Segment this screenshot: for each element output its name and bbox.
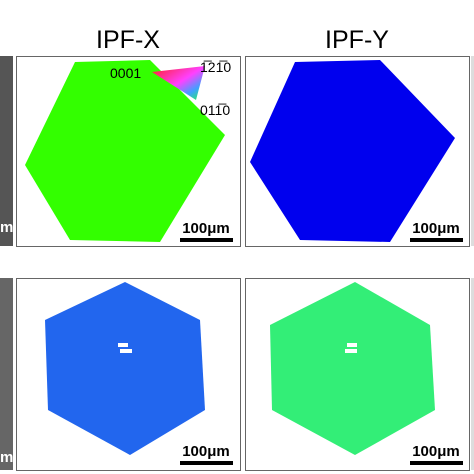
hole [118,343,128,347]
legend-label: 1̅21̅0 [200,59,231,75]
column-header: IPF-Y [325,26,389,54]
cropped-label: m [0,449,13,466]
cropped-panel [0,56,13,246]
cropped-panel [471,56,474,246]
hole [120,349,132,353]
column-header: IPF-X [96,26,160,54]
legend-label: 0001 [110,65,141,81]
scale-label: 100μm [182,443,230,460]
scale-bar [180,238,233,242]
grain [25,60,225,242]
scale-bar [410,461,463,465]
scale-label: 100μm [412,220,460,237]
cropped-panel [471,278,474,470]
scale-label: 100μm [182,220,230,237]
scale-label: 100μm [412,443,460,460]
grain [250,60,455,242]
grain [45,282,205,455]
hole [345,349,357,353]
ipf-legend [152,66,205,100]
scale-bar [180,461,233,465]
cropped-panel [0,278,13,470]
legend-label: 011̅0 [200,102,230,118]
hole [347,343,357,347]
scale-bar [410,238,463,242]
cropped-label: m [0,219,13,236]
grain [270,282,435,455]
